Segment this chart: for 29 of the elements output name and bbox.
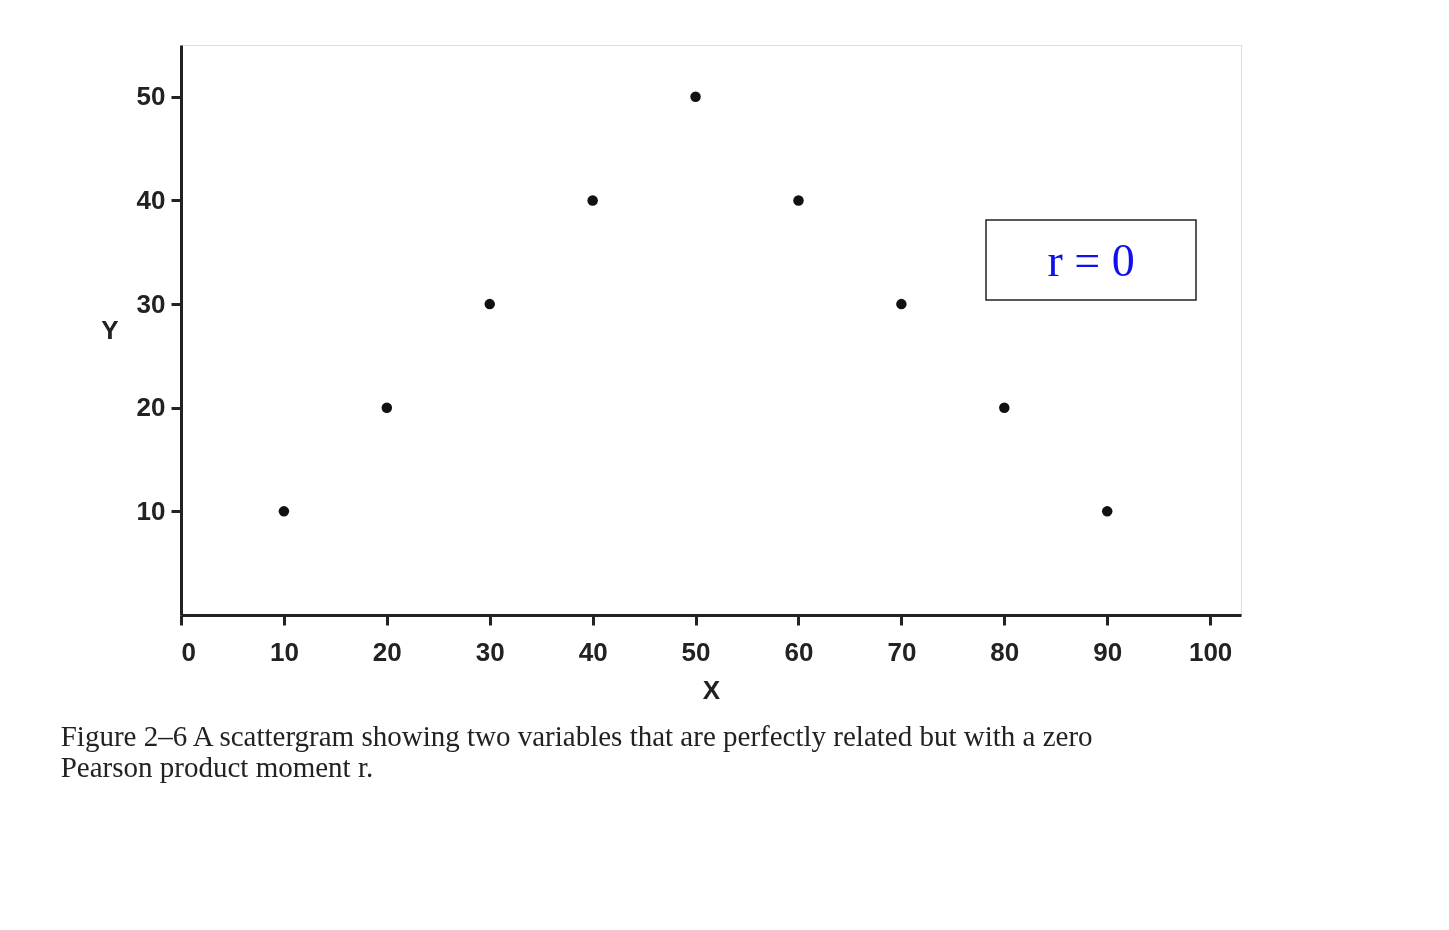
x-tick-label: 10 bbox=[269, 636, 299, 667]
point bbox=[278, 506, 290, 517]
x-tick-label: 40 bbox=[578, 636, 608, 667]
point bbox=[690, 91, 701, 103]
x-tick-label: 0 bbox=[181, 636, 196, 667]
point bbox=[999, 402, 1010, 413]
x-tick-label: 100 bbox=[1188, 636, 1233, 667]
y-tick-label: 40 bbox=[136, 184, 166, 215]
y-tick-label: 30 bbox=[136, 288, 166, 319]
point bbox=[484, 298, 495, 310]
y-tick-label: 50 bbox=[136, 81, 166, 112]
y-axis-title: Y bbox=[101, 314, 119, 345]
x-tick-label: 60 bbox=[784, 636, 814, 667]
x-tick-label: 20 bbox=[372, 636, 402, 667]
point bbox=[587, 195, 598, 206]
point bbox=[1101, 506, 1113, 517]
point bbox=[896, 298, 907, 310]
y-tick-label: 10 bbox=[136, 495, 166, 526]
x-tick-label: 50 bbox=[681, 636, 711, 667]
x-axis-title: X bbox=[702, 674, 721, 705]
x-tick-label: 30 bbox=[475, 636, 505, 667]
point bbox=[381, 402, 393, 413]
annotation: r = 0 bbox=[1047, 235, 1135, 286]
y-tick-label: 20 bbox=[136, 392, 166, 423]
x-tick-label: 70 bbox=[887, 636, 917, 667]
x-tick-label: 80 bbox=[990, 636, 1020, 667]
x-tick-label: 90 bbox=[1093, 636, 1123, 667]
point bbox=[793, 195, 804, 206]
caption: Figure 2–6 A scattergram showing two variables that are perfectly related but with a zero Pearson product moment r. bbox=[60, 720, 1093, 783]
